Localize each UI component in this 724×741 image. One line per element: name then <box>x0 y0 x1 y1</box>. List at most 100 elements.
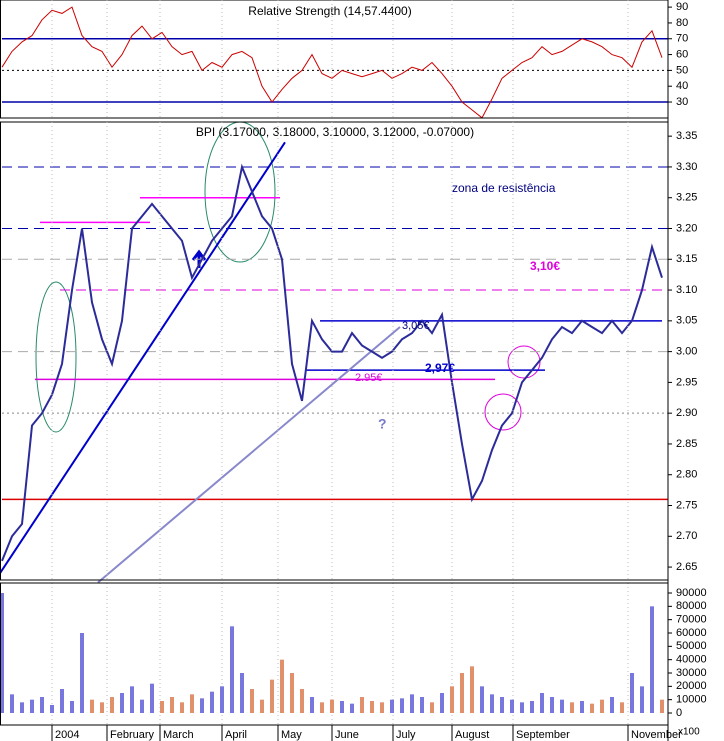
volume-bar <box>560 699 564 713</box>
volume-bar <box>450 686 454 713</box>
x-tick-label: September <box>516 729 570 741</box>
volume-bar <box>610 697 614 713</box>
volume-bar <box>280 659 284 713</box>
y-tick-label: 50000 <box>676 640 707 652</box>
y-tick-label: 2.65 <box>676 561 697 573</box>
x-tick-label: 2004 <box>55 729 79 741</box>
y-tick-label: 70000 <box>676 614 707 626</box>
volume-bar <box>60 689 64 713</box>
volume-bar <box>250 689 254 713</box>
volume-bar <box>310 697 314 713</box>
y-tick-label: 10000 <box>676 694 707 706</box>
volume-bar <box>650 606 654 713</box>
volume-bar <box>50 705 54 713</box>
volume-bar <box>320 702 324 713</box>
annotation: zona de resistência <box>452 181 556 195</box>
y-tick-label: 40000 <box>676 654 707 666</box>
y-tick-label: 2.95 <box>676 376 697 388</box>
volume-bar <box>370 701 374 713</box>
y-tick-label: 40 <box>676 80 688 92</box>
annotation: ? <box>378 416 387 432</box>
y-tick-label: 2.90 <box>676 407 697 419</box>
volume-bar <box>540 693 544 713</box>
volume-bar <box>260 699 264 713</box>
volume-bar <box>460 673 464 713</box>
y-tick-label: 90 <box>676 1 688 13</box>
volume-bar <box>180 702 184 713</box>
volume-bar <box>590 703 594 713</box>
volume-bar <box>330 699 334 713</box>
volume-bar <box>160 701 164 713</box>
volume-bar <box>420 697 424 713</box>
volume-bar <box>80 633 84 713</box>
volume-bar <box>30 699 34 713</box>
y-tick-label: 3.15 <box>676 253 697 265</box>
volume-bar <box>530 701 534 713</box>
y-tick-label: 3.30 <box>676 161 697 173</box>
volume-bar <box>430 702 434 713</box>
x-tick-label: February <box>110 729 155 741</box>
annotation: 3,10€ <box>530 259 560 273</box>
y-tick-label: 2.85 <box>676 438 697 450</box>
volume-bar <box>70 701 74 713</box>
volume-bar <box>360 697 364 713</box>
series-line <box>1 6 663 119</box>
y-tick-label: 2.80 <box>676 469 697 481</box>
panel-title: BPI (3.17000, 3.18000, 3.10000, 3.12000,… <box>196 125 474 139</box>
volume-bar <box>210 691 214 713</box>
x-tick-label: July <box>396 729 416 741</box>
volume-bar <box>110 697 114 713</box>
volume-bar <box>140 699 144 713</box>
y-tick-label: 60000 <box>676 627 707 639</box>
x-tick-label: March <box>163 729 194 741</box>
y-tick-label: 50 <box>676 64 688 76</box>
volume-bar <box>100 702 104 713</box>
y-tick-label: 3.05 <box>676 315 697 327</box>
volume-bar <box>90 699 94 713</box>
volume-bar <box>500 697 504 713</box>
volume-bar <box>480 686 484 713</box>
volume-bar <box>660 699 664 713</box>
highlight-ellipse <box>35 281 77 433</box>
volume-bar <box>580 701 584 713</box>
volume-bar <box>40 697 44 713</box>
volume-bar <box>10 694 14 713</box>
y-tick-label: 30000 <box>676 667 707 679</box>
volume-bar <box>640 686 644 713</box>
volume-bar <box>350 703 354 713</box>
volume-bar <box>240 673 244 713</box>
volume-bar <box>600 699 604 713</box>
volume-bar <box>0 593 4 713</box>
y-tick-label: 60 <box>676 48 688 60</box>
volume-bar <box>390 699 394 713</box>
x-tick-label: November <box>631 729 682 741</box>
annotation: 2,97€ <box>425 361 455 375</box>
x-tick-label: June <box>335 729 359 741</box>
volume-bar <box>340 701 344 713</box>
y-tick-label: 3.20 <box>676 222 697 234</box>
x-tick-label: April <box>225 729 247 741</box>
volume-bar <box>220 686 224 713</box>
volume-bar <box>520 702 524 713</box>
volume-bar <box>380 702 384 713</box>
y-tick-label: 80 <box>676 17 688 29</box>
volume-bar <box>400 698 404 713</box>
x-tick-label: August <box>455 729 489 741</box>
volume-bar <box>200 698 204 713</box>
y-tick-label: 0 <box>676 707 682 719</box>
volume-bar <box>170 697 174 713</box>
trend-line <box>97 326 401 584</box>
volume-bar <box>270 679 274 713</box>
volume-bar <box>470 666 474 713</box>
y-tick-label: 90000 <box>676 587 707 599</box>
series-line <box>1 163 663 562</box>
volume-bar <box>150 683 154 713</box>
volume-bar <box>510 699 514 713</box>
y-tick-label: 2.70 <box>676 530 697 542</box>
highlight-circle <box>484 393 522 431</box>
volume-bar <box>300 689 304 713</box>
y-tick-label: 3.10 <box>676 284 697 296</box>
volume-bar <box>130 686 134 713</box>
y-tick-label: 2.75 <box>676 499 697 511</box>
